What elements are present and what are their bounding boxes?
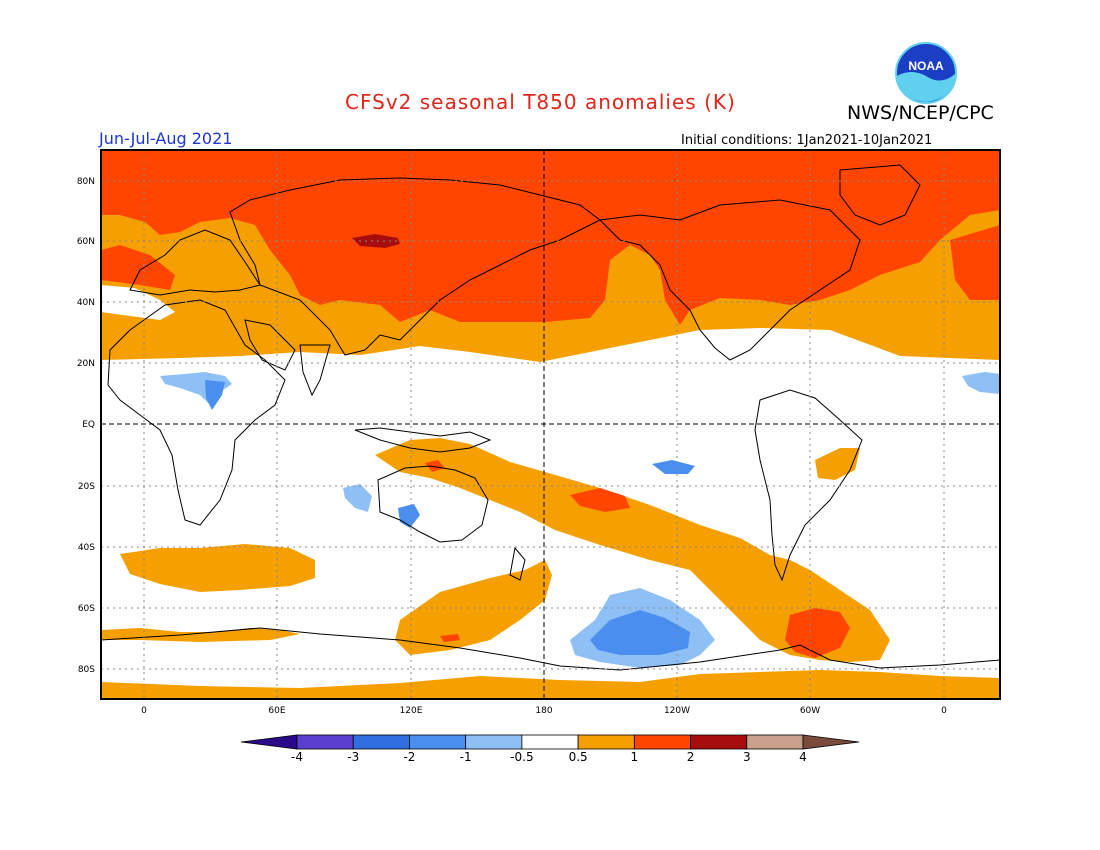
coastlines	[101, 164, 1000, 671]
lat-label: 60S	[78, 604, 95, 614]
colorbar-swatch	[633, 734, 691, 750]
colorbar-tick-label: -2	[403, 750, 415, 764]
lat-label: 40N	[77, 298, 95, 308]
coast-india	[299, 344, 331, 397]
lon-label: 120E	[400, 706, 423, 716]
colorbar-tick-label: -0.5	[510, 750, 533, 764]
antarctic-warm-west	[101, 628, 300, 642]
pacific-east-cool-patch	[962, 372, 1000, 394]
coast-australia	[377, 465, 489, 543]
anomaly-fields	[101, 150, 1000, 699]
antarctic-edge-warm	[101, 670, 1000, 699]
lat-label: 20N	[77, 359, 95, 369]
latitude-labels: 80N 60N 40N 20N EQ 20S 40S 60S 80S	[77, 177, 95, 675]
colorbar-swatch	[802, 734, 860, 750]
coast-arabia	[244, 319, 296, 371]
coast-indonesia	[354, 427, 492, 453]
colorbar-tick-label: -1	[460, 750, 472, 764]
colorbar-tick-label: 2	[687, 750, 695, 764]
colorbar-swatch	[521, 734, 579, 750]
south-pacific-cool-core	[590, 610, 690, 655]
nh-moderate-warm	[101, 150, 1000, 325]
graticule	[101, 150, 1000, 699]
lon-label: 120W	[664, 706, 690, 716]
lat-label: 80S	[78, 665, 95, 675]
colorbar-tick-label: 0.5	[569, 750, 588, 764]
nh-moderate-warm-east	[950, 225, 1000, 300]
strong-warm-spot	[352, 234, 400, 248]
coast-south-america	[754, 389, 863, 582]
colorbar-swatch	[690, 734, 748, 750]
colorbar: -4 -3 -2 -1 -0.5 0.5 1 2 3 4	[240, 734, 860, 764]
noaa-logo: NOAA	[895, 42, 957, 104]
coast-north-america	[598, 199, 861, 361]
lat-label: EQ	[82, 420, 95, 430]
colorbar-swatch	[465, 734, 523, 750]
africa-cool-core	[205, 380, 225, 410]
colorbar-tick-label: -4	[291, 750, 303, 764]
lon-label: 180	[535, 706, 552, 716]
initial-conditions-label: Initial conditions: 1Jan2021-10Jan2021	[681, 133, 933, 148]
indian-cool-patch	[343, 484, 372, 512]
nh-moderate-warm-west	[101, 245, 175, 290]
lat-label: 40S	[78, 543, 95, 553]
east-pacific-cool-patch	[652, 460, 695, 474]
colorbar-swatch	[240, 734, 298, 750]
lat-label: 80N	[77, 177, 95, 187]
lon-label: 0	[941, 706, 947, 716]
colorbar-swatch	[746, 734, 804, 750]
sh-tropical-warm-band	[375, 438, 890, 662]
coast-antarctica	[101, 627, 1000, 671]
lon-label: 0	[141, 706, 147, 716]
colorbar-tick-label: 4	[799, 750, 807, 764]
sh-indonesia-moderate-warm	[425, 460, 445, 472]
south-australia-moderate	[440, 634, 460, 642]
colorbar-tick-label: 1	[631, 750, 639, 764]
coast-asia	[229, 177, 601, 356]
colorbar-tick-label: -3	[347, 750, 359, 764]
chart-title: CFSv2 seasonal T850 anomalies (K)	[345, 90, 736, 114]
lon-label: 60W	[800, 706, 820, 716]
season-label: Jun-Jul-Aug 2021	[99, 129, 233, 148]
coast-greenland	[839, 164, 921, 226]
colorbar-swatch	[409, 734, 467, 750]
longitude-labels: 0 60E 120E 180 120W 60W 0	[141, 706, 947, 716]
colorbar-tick-label: 3	[743, 750, 751, 764]
coast-africa	[107, 299, 286, 526]
sh-pacific-moderate-warm	[570, 488, 630, 512]
map-frame	[100, 149, 1001, 700]
colorbar-swatch	[296, 734, 354, 750]
logo-text: NOAA	[908, 59, 944, 73]
colorbar-swatch	[352, 734, 410, 750]
lon-label: 60E	[268, 706, 285, 716]
lat-label: 60N	[77, 237, 95, 247]
south-indian-warm	[120, 544, 315, 592]
coast-europe	[129, 229, 261, 296]
reference-lines	[101, 150, 1000, 699]
lat-label: 20S	[78, 482, 95, 492]
colorbar-swatch	[577, 734, 635, 750]
coast-new-zealand	[509, 546, 526, 581]
agency-label: NWS/NCEP/CPC	[847, 102, 994, 124]
